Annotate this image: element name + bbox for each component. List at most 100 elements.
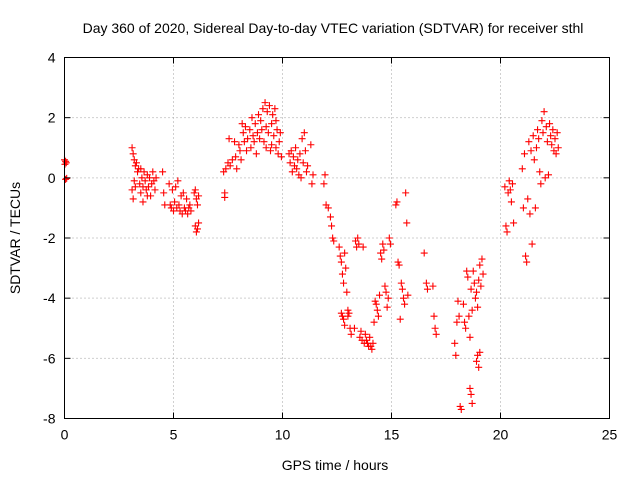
data-point bbox=[302, 168, 310, 176]
data-point bbox=[526, 210, 534, 218]
data-point bbox=[337, 258, 345, 266]
x-tick-label: 5 bbox=[170, 427, 178, 443]
x-tick-label: 25 bbox=[602, 427, 618, 443]
data-point bbox=[453, 318, 461, 326]
data-point bbox=[350, 324, 358, 332]
data-point bbox=[341, 321, 349, 329]
data-point bbox=[250, 138, 258, 146]
y-tick-label: 0 bbox=[48, 170, 56, 186]
data-point bbox=[381, 282, 389, 290]
data-point bbox=[287, 147, 295, 155]
data-point bbox=[134, 168, 142, 176]
data-point bbox=[530, 156, 538, 164]
data-point bbox=[288, 168, 296, 176]
data-point bbox=[131, 183, 139, 191]
data-point bbox=[479, 270, 487, 278]
y-tick-label: 4 bbox=[48, 50, 56, 66]
data-point bbox=[552, 150, 560, 158]
data-point bbox=[461, 318, 469, 326]
data-point bbox=[535, 135, 543, 143]
data-point bbox=[430, 312, 438, 320]
data-point bbox=[476, 348, 484, 356]
data-point bbox=[510, 219, 518, 227]
data-point bbox=[345, 309, 353, 317]
data-point bbox=[183, 195, 191, 203]
data-point bbox=[237, 156, 245, 164]
data-point bbox=[272, 117, 280, 125]
data-point bbox=[257, 117, 265, 125]
data-point bbox=[175, 201, 183, 209]
data-point bbox=[267, 147, 275, 155]
data-point bbox=[231, 138, 239, 146]
data-point bbox=[259, 105, 267, 113]
data-point bbox=[457, 405, 465, 413]
data-point bbox=[386, 240, 394, 248]
data-point bbox=[543, 138, 551, 146]
data-point bbox=[378, 255, 386, 263]
data-point bbox=[542, 123, 550, 131]
data-point bbox=[401, 300, 409, 308]
data-point bbox=[195, 219, 203, 227]
data-point bbox=[338, 270, 346, 278]
data-point bbox=[244, 135, 252, 143]
data-point bbox=[191, 186, 199, 194]
data-point bbox=[129, 150, 137, 158]
data-point bbox=[551, 135, 559, 143]
data-point bbox=[160, 189, 168, 197]
data-point bbox=[136, 180, 144, 188]
data-point bbox=[299, 159, 307, 167]
data-point bbox=[347, 330, 355, 338]
data-point bbox=[394, 258, 402, 266]
data-point bbox=[308, 180, 316, 188]
data-point bbox=[539, 129, 547, 137]
data-point bbox=[398, 285, 406, 293]
data-point bbox=[233, 165, 241, 173]
data-point bbox=[192, 228, 200, 236]
data-point bbox=[239, 129, 247, 137]
data-point bbox=[455, 312, 463, 320]
data-point bbox=[501, 183, 509, 191]
data-point bbox=[534, 126, 542, 134]
data-point bbox=[159, 168, 167, 176]
data-point bbox=[380, 246, 388, 254]
data-point bbox=[466, 333, 474, 341]
data-point bbox=[541, 174, 549, 182]
data-point bbox=[171, 198, 179, 206]
data-point bbox=[269, 111, 277, 119]
data-point bbox=[392, 201, 400, 209]
data-point bbox=[507, 198, 515, 206]
data-point bbox=[538, 117, 546, 125]
data-point bbox=[193, 201, 201, 209]
data-point bbox=[467, 285, 475, 293]
data-point bbox=[328, 222, 336, 230]
data-point bbox=[340, 315, 348, 323]
data-point bbox=[329, 234, 337, 242]
data-point bbox=[296, 150, 304, 158]
data-point bbox=[505, 177, 513, 185]
data-point bbox=[300, 129, 308, 137]
data-point bbox=[128, 144, 136, 152]
data-point bbox=[420, 249, 428, 257]
data-point bbox=[454, 297, 462, 305]
data-point bbox=[432, 330, 440, 338]
data-point bbox=[146, 174, 154, 182]
data-point bbox=[165, 180, 173, 188]
data-point bbox=[268, 141, 276, 149]
data-point bbox=[475, 276, 483, 284]
data-point bbox=[431, 324, 439, 332]
data-point bbox=[508, 180, 516, 188]
data-point bbox=[262, 144, 270, 152]
data-point bbox=[340, 279, 348, 287]
data-point bbox=[268, 120, 276, 128]
data-point bbox=[503, 228, 511, 236]
data-point bbox=[451, 339, 459, 347]
data-point bbox=[502, 222, 510, 230]
data-point bbox=[335, 243, 343, 251]
data-point bbox=[248, 114, 256, 122]
data-point bbox=[264, 129, 272, 137]
x-tick-label: 20 bbox=[493, 427, 509, 443]
data-point bbox=[404, 291, 412, 299]
data-point bbox=[309, 171, 317, 179]
data-point bbox=[359, 243, 367, 251]
